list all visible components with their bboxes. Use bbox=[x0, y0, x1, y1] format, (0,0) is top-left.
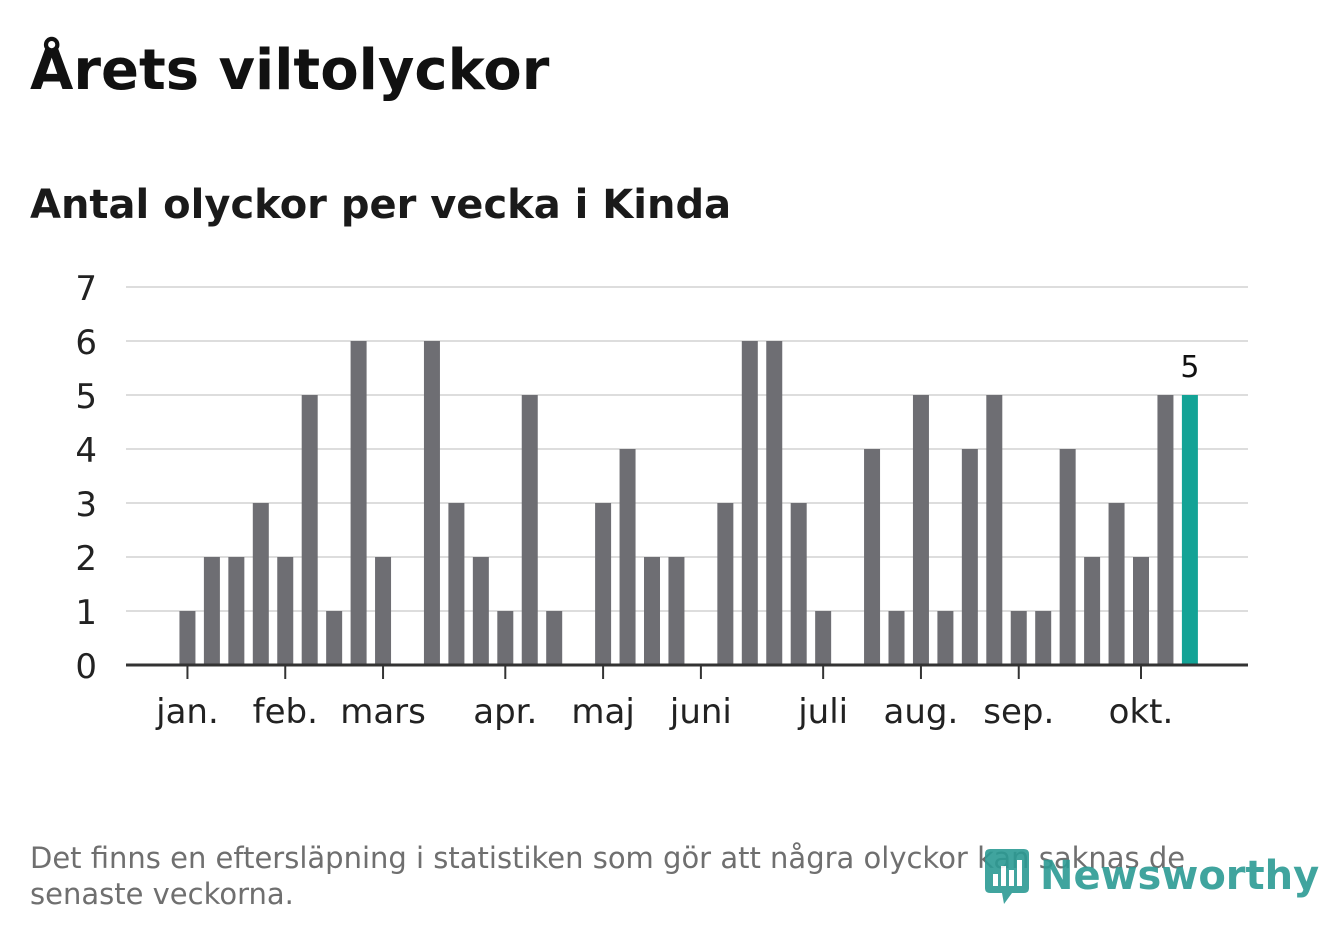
bar bbox=[277, 557, 294, 665]
bar bbox=[1084, 557, 1101, 665]
bar bbox=[521, 395, 538, 665]
month-label: sep. bbox=[983, 692, 1054, 732]
bar bbox=[912, 395, 929, 665]
month-label: juli bbox=[797, 692, 848, 732]
bar bbox=[423, 341, 440, 665]
bar bbox=[203, 557, 220, 665]
bar bbox=[1059, 449, 1076, 665]
bar bbox=[179, 611, 196, 665]
bar bbox=[1035, 611, 1052, 665]
y-tick-label: 7 bbox=[75, 269, 97, 309]
brand-name: Newsworthy bbox=[1040, 853, 1320, 899]
y-tick-label: 1 bbox=[75, 593, 97, 633]
y-tick-label: 6 bbox=[75, 323, 97, 363]
month-label: okt. bbox=[1109, 692, 1174, 732]
bar bbox=[1133, 557, 1149, 665]
bar bbox=[595, 503, 612, 665]
last-value-label: 5 bbox=[1180, 350, 1199, 385]
month-label: mars bbox=[340, 692, 426, 732]
bar bbox=[937, 611, 954, 665]
bars bbox=[179, 341, 1198, 665]
chart-subtitle: Antal olyckor per vecka i Kinda bbox=[30, 182, 732, 228]
bar bbox=[301, 395, 318, 665]
newsworthy-logo: Newsworthy bbox=[982, 846, 1319, 906]
bar bbox=[864, 449, 881, 665]
bar bbox=[228, 557, 245, 665]
month-label: juni bbox=[669, 692, 732, 732]
bar bbox=[619, 449, 636, 665]
bar bbox=[497, 611, 514, 665]
bar bbox=[888, 611, 905, 665]
y-tick-label: 4 bbox=[75, 431, 97, 471]
bar-highlight bbox=[1181, 395, 1198, 665]
bar bbox=[472, 557, 489, 665]
y-tick-label: 5 bbox=[75, 377, 97, 417]
bar bbox=[252, 503, 269, 665]
bar bbox=[1157, 395, 1174, 665]
month-label: aug. bbox=[884, 692, 959, 732]
y-tick-label: 0 bbox=[75, 647, 97, 687]
bar bbox=[815, 611, 832, 665]
bar bbox=[546, 611, 563, 665]
bar bbox=[448, 503, 465, 665]
chart-title: Årets viltolyckor bbox=[30, 38, 550, 103]
bar bbox=[1010, 611, 1027, 665]
y-axis-ticks: 0 1 2 3 4 5 6 7 bbox=[75, 269, 97, 687]
newsworthy-logo-icon bbox=[985, 849, 1029, 904]
bar bbox=[350, 341, 367, 665]
gridlines bbox=[126, 286, 1248, 612]
bar bbox=[326, 611, 343, 665]
bar bbox=[741, 341, 758, 665]
bar bbox=[766, 341, 783, 665]
bar bbox=[717, 503, 734, 665]
bar bbox=[644, 557, 660, 665]
bar bbox=[668, 557, 685, 665]
x-axis: jan. feb. mars apr. maj juni juli aug. sep. okt. bbox=[126, 663, 1248, 732]
y-tick-label: 3 bbox=[75, 485, 97, 525]
data-labels: 5 bbox=[1180, 350, 1199, 385]
month-label: maj bbox=[571, 692, 634, 732]
bar bbox=[375, 557, 392, 665]
bar-chart: 0 1 2 3 4 5 6 7 jan. feb. mars apr. maj juni juli aug.… bbox=[75, 269, 1248, 732]
bar bbox=[1108, 503, 1125, 665]
month-label: feb. bbox=[253, 692, 318, 732]
bar bbox=[986, 395, 1003, 665]
bar bbox=[961, 449, 978, 665]
bar bbox=[790, 503, 807, 665]
month-label: jan. bbox=[155, 692, 219, 732]
month-label: apr. bbox=[473, 692, 537, 732]
y-tick-label: 2 bbox=[75, 539, 97, 579]
